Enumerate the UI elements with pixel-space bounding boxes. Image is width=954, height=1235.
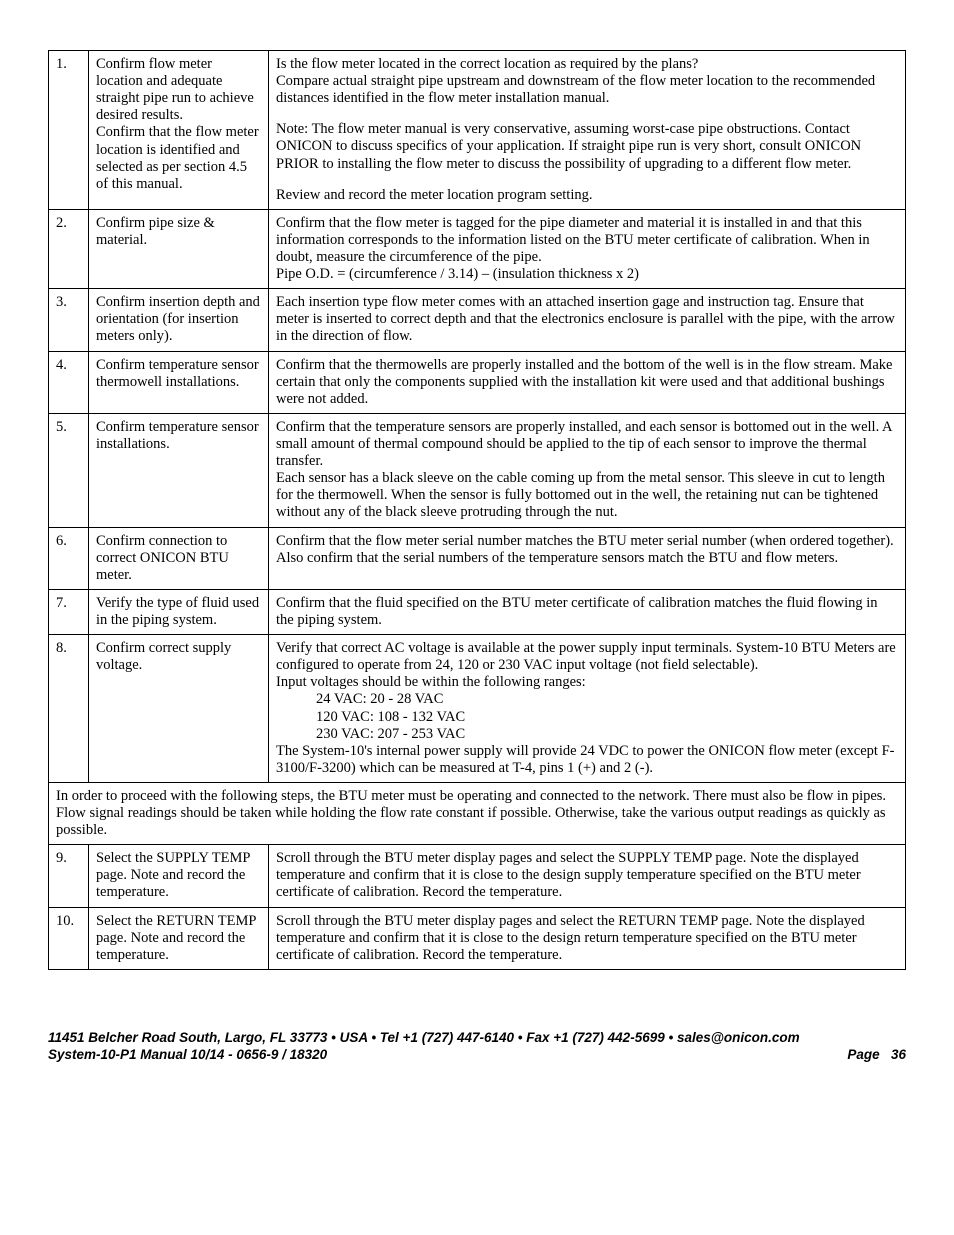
step-number: 10. [49, 907, 89, 969]
paragraph: Confirm connection to correct ONICON BTU… [96, 533, 261, 584]
table-row: In order to proceed with the following s… [49, 782, 906, 844]
page-footer: 11451 Belcher Road South, Largo, FL 3377… [48, 1030, 906, 1064]
step-number: 1. [49, 51, 89, 210]
step-number: 9. [49, 845, 89, 907]
step-task: Confirm temperature sensor thermowell in… [89, 351, 269, 413]
paragraph: Review and record the meter location pro… [276, 187, 898, 204]
table-row: 6.Confirm connection to correct ONICON B… [49, 527, 906, 589]
table-row: 10.Select the RETURN TEMP page. Note and… [49, 907, 906, 969]
paragraph: Confirm that the fluid specified on the … [276, 595, 898, 629]
step-task: Select the SUPPLY TEMP page. Note and re… [89, 845, 269, 907]
paragraph: Confirm pipe size & material. [96, 215, 261, 249]
step-description: Each insertion type flow meter comes wit… [269, 289, 906, 351]
paragraph: In order to proceed with the following s… [56, 788, 898, 839]
step-description: Confirm that the fluid specified on the … [269, 589, 906, 634]
step-description: Is the flow meter located in the correct… [269, 51, 906, 210]
step-description: Confirm that the thermowells are properl… [269, 351, 906, 413]
step-description: Scroll through the BTU meter display pag… [269, 845, 906, 907]
paragraph: Confirm flow meter location and adequate… [96, 56, 261, 124]
paragraph: Scroll through the BTU meter display pag… [276, 850, 898, 901]
indented-line: 24 VAC: 20 - 28 VAC [276, 691, 898, 708]
indented-line: 120 VAC: 108 - 132 VAC [276, 709, 898, 726]
footer-address: 11451 Belcher Road South, Largo, FL 3377… [48, 1030, 906, 1047]
step-task: Confirm insertion depth and orientation … [89, 289, 269, 351]
step-number: 5. [49, 413, 89, 527]
procedure-table: 1.Confirm flow meter location and adequa… [48, 50, 906, 970]
step-description: Scroll through the BTU meter display pag… [269, 907, 906, 969]
step-task: Confirm correct supply voltage. [89, 635, 269, 783]
table-row: 8.Confirm correct supply voltage. Verify … [49, 635, 906, 783]
table-row: 5.Confirm temperature sensor installatio… [49, 413, 906, 527]
table-row: 7.Verify the type of fluid used in the p… [49, 589, 906, 634]
paragraph: Confirm that the temperature sensors are… [276, 419, 898, 470]
paragraph: Confirm temperature sensor installations… [96, 419, 261, 453]
indented-line: 230 VAC: 207 - 253 VAC [276, 726, 898, 743]
paragraph: Confirm temperature sensor thermowell in… [96, 357, 261, 391]
step-number: 4. [49, 351, 89, 413]
paragraph: Each sensor has a black sleeve on the ca… [276, 470, 898, 521]
paragraph: Compare actual straight pipe upstream an… [276, 73, 898, 107]
table-row: 2.Confirm pipe size & material. Confirm t… [49, 209, 906, 288]
step-description: Verify that correct AC voltage is availa… [269, 635, 906, 783]
paragraph: Confirm that the thermowells are properl… [276, 357, 898, 408]
paragraph: Input voltages should be within the foll… [276, 674, 898, 691]
step-description: Confirm that the flow meter serial numbe… [269, 527, 906, 589]
paragraph: Confirm insertion depth and orientation … [96, 294, 261, 345]
paragraph: Confirm that the flow meter serial numbe… [276, 533, 898, 567]
step-task: Select the RETURN TEMP page. Note and re… [89, 907, 269, 969]
step-task: Confirm pipe size & material. [89, 209, 269, 288]
paragraph: The System-10's internal power supply wi… [276, 743, 898, 777]
step-number: 3. [49, 289, 89, 351]
step-task: Confirm connection to correct ONICON BTU… [89, 527, 269, 589]
step-task: Confirm temperature sensor installations… [89, 413, 269, 527]
paragraph: Confirm that the flow meter location is … [96, 124, 261, 192]
paragraph: Note: The flow meter manual is very cons… [276, 121, 898, 172]
table-row: 1.Confirm flow meter location and adequa… [49, 51, 906, 210]
table-row: 3.Confirm insertion depth and orientatio… [49, 289, 906, 351]
step-number: 2. [49, 209, 89, 288]
step-description: Confirm that the temperature sensors are… [269, 413, 906, 527]
footer-doc-id: System-10-P1 Manual 10/14 - 0656-9 / 183… [48, 1047, 327, 1064]
paragraph: Confirm that the flow meter is tagged fo… [276, 215, 898, 266]
paragraph: Is the flow meter located in the correct… [276, 56, 898, 73]
step-task: Verify the type of fluid used in the pip… [89, 589, 269, 634]
step-task: Confirm flow meter location and adequate… [89, 51, 269, 210]
table-note-cell: In order to proceed with the following s… [49, 782, 906, 844]
paragraph: Select the RETURN TEMP page. Note and re… [96, 913, 261, 964]
paragraph: Verify that correct AC voltage is availa… [276, 640, 898, 674]
footer-page-number: Page 36 [847, 1047, 906, 1064]
paragraph: Each insertion type flow meter comes wit… [276, 294, 898, 345]
paragraph: Confirm correct supply voltage. [96, 640, 261, 674]
step-description: Confirm that the flow meter is tagged fo… [269, 209, 906, 288]
paragraph: Verify the type of fluid used in the pip… [96, 595, 261, 629]
step-number: 7. [49, 589, 89, 634]
paragraph: Scroll through the BTU meter display pag… [276, 913, 898, 964]
table-row: 4.Confirm temperature sensor thermowell … [49, 351, 906, 413]
step-number: 6. [49, 527, 89, 589]
table-row: 9.Select the SUPPLY TEMP page. Note and … [49, 845, 906, 907]
paragraph: Pipe O.D. = (circumference / 3.14) – (in… [276, 266, 898, 283]
step-number: 8. [49, 635, 89, 783]
paragraph: Select the SUPPLY TEMP page. Note and re… [96, 850, 261, 901]
